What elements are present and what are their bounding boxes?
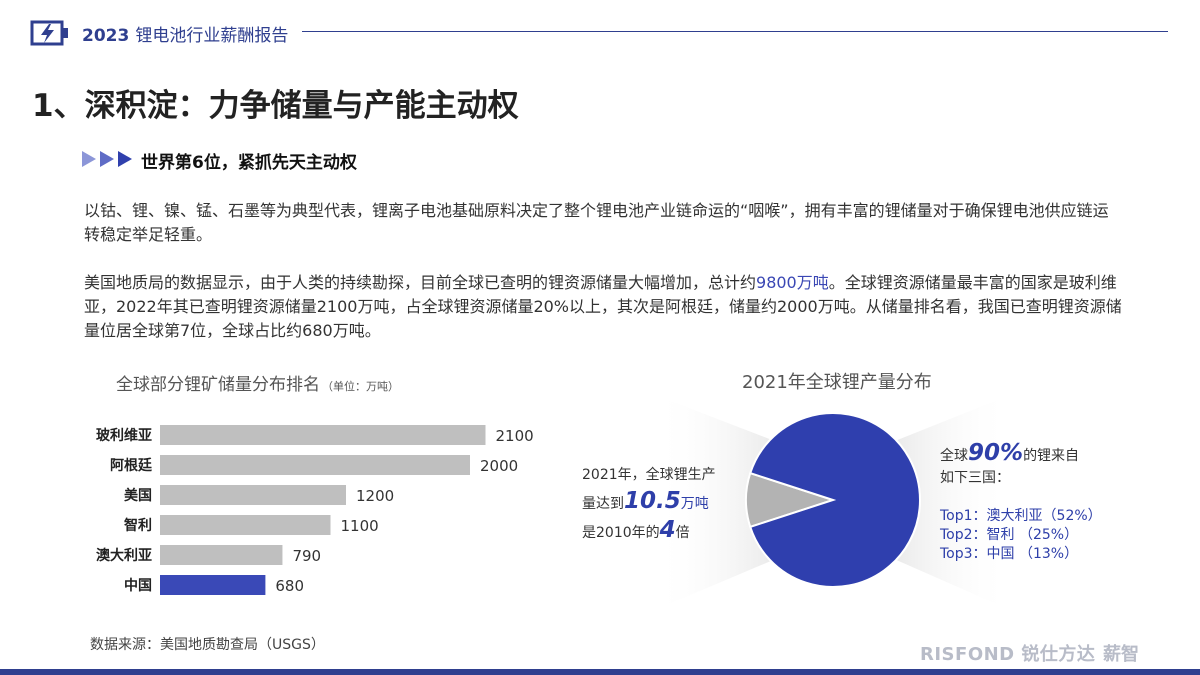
lithium-reserve-bar-chart: 玻利维亚 2100 阿根廷 2000 美国 1200 智利 1100 澳大利亚 790 中国 680 [96,425,534,595]
production-line-3: 是2010年的4倍 [582,517,690,543]
bar-chart-title: 全球部分锂矿储量分布排名 （单位：万吨） [116,370,399,395]
bar [160,485,346,505]
bar-value-label: 1200 [356,487,394,505]
paragraph-usgs-data: 美国地质局的数据显示，由于人类的持续勘探，目前全球已查明的锂资源储量大幅增加，总… [84,271,1124,343]
production-line-2: 量达到10.5万吨 [582,488,709,514]
bar [160,455,470,475]
battery-logo-icon [30,20,68,46]
left-callout-fan [655,395,785,610]
bar-category-label: 澳大利亚 [96,547,152,564]
production-line-1: 2021年，全球锂生产 [582,467,716,483]
list-item: Top3：中国 （13%） [940,546,1079,562]
bar-chart-title-text: 全球部分锂矿储量分布排名 [116,375,320,395]
bar-value-label: 1100 [341,517,379,535]
data-source: 数据来源：美国地质勘查局（USGS） [90,637,325,653]
share-line-2: 如下三国： [940,470,1010,486]
bar-category-label: 中国 [124,577,152,594]
report-year: 2023 [82,26,130,46]
list-item: Top2：智利 （25%） [940,527,1079,543]
paragraph-text: 美国地质局的数据显示，由于人类的持续勘探，目前全球已查明的锂资源储量大幅增加，总… [84,273,757,292]
bar [160,515,331,535]
share-callout: 全球90%的锂来自 如下三国： [940,442,1079,489]
risfond-logo: RISFOND 锐仕方达 [920,644,1096,665]
top-producers-list: Top1：澳大利亚（52%） Top2：智利 （25%） Top3：中国 （13… [940,507,1102,564]
production-value: 10.5 [624,488,681,514]
bar-category-label: 智利 [123,517,152,534]
lithium-production-pie-chart [655,395,1010,610]
paragraph-raw-materials: 以钴、锂、镍、锰、石墨等为典型代表，锂离子电池基础原料决定了整个锂电池产业链命运… [84,201,1109,244]
bar-value-label: 680 [275,577,304,595]
footer-bar [0,669,1200,675]
report-name: 锂电池行业薪酬报告 [135,26,289,46]
bar [160,425,486,445]
right-callout-fan [885,395,1010,610]
header-divider [302,31,1168,32]
bar-category-label: 阿根廷 [110,457,153,474]
share-line-1: 全球90%的锂来自 [940,440,1080,466]
xinzhi-logo: 薪智 [1103,644,1139,665]
pie-slice [748,412,921,588]
section-subheading: 世界第6位，紧抓先天主动权 [141,153,357,173]
bar [160,545,283,565]
report-title: 2023 锂电池行业薪酬报告 [82,21,288,46]
list-item: Top1：澳大利亚（52%） [940,508,1102,524]
bar-value-label: 790 [292,547,321,565]
triple-arrow-icon [82,151,132,167]
share-value: 90% [968,440,1024,466]
production-callout: 2021年，全球锂生产 量达到10.5万吨 是2010年的4倍 [582,462,716,546]
bar [160,575,266,595]
paragraph-text: 。全球锂资源储量最丰富的国家是玻利维亚，2022年其已查明锂资源储量2100万吨… [84,273,1122,340]
bar-value-label: 2000 [480,457,518,475]
bar-value-label: 2100 [496,427,534,445]
total-reserve-highlight: 9800万吨 [756,273,829,292]
pie-chart-title: 2021年全球锂产量分布 [742,372,932,393]
bar-chart-unit: （单位：万吨） [322,380,399,393]
bar-category-label: 玻利维亚 [96,427,152,444]
page-title: 1、深积淀：力争储量与产能主动权 [32,88,519,124]
growth-multiple: 4 [659,517,676,543]
bar-category-label: 美国 [124,487,152,504]
